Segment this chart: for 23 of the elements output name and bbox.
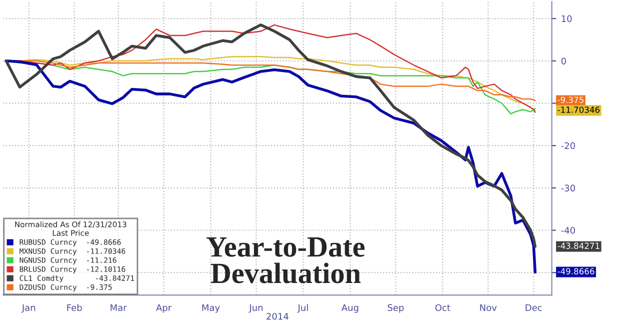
x-tick-label: Sep	[388, 304, 404, 313]
annotation: -43.84271	[558, 242, 600, 249]
text: Year-to-Date Devaluation	[206, 237, 365, 284]
x-tick-label: Jul	[297, 304, 308, 313]
x-tick-label: Aug	[341, 304, 358, 313]
x-tick-label: Mar	[110, 304, 127, 312]
x-tick-label: Jan	[21, 304, 36, 313]
y-tick-label: -20	[561, 142, 575, 150]
x-tick-label: Oct	[435, 304, 450, 312]
x-tick-label: Dec	[526, 304, 542, 312]
x-tick-label: Nov	[480, 304, 497, 312]
x-axis-title: 2014	[266, 312, 288, 320]
y-tick-label: 10	[562, 15, 572, 22]
annotation: -49.8666	[558, 268, 594, 274]
y-tick-label: 0	[561, 58, 566, 64]
y-tick-label: -30	[561, 184, 575, 192]
x-tick-label: Apr	[156, 304, 172, 313]
x-tick-label: Jun	[248, 304, 263, 313]
x-tick-label: May	[202, 304, 220, 313]
annotation: -9.375	[558, 96, 584, 104]
x-tick-label: Feb	[67, 304, 82, 312]
y-tick-label: -40	[561, 226, 575, 234]
annotation: -11.70346	[558, 106, 600, 113]
